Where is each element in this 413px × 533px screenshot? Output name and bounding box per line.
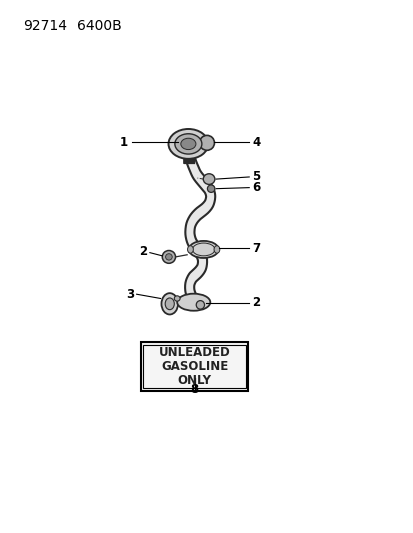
Ellipse shape <box>199 135 214 150</box>
Circle shape <box>165 298 174 310</box>
Text: UNLEADED: UNLEADED <box>158 346 230 359</box>
Ellipse shape <box>162 251 175 263</box>
Text: 7: 7 <box>252 242 260 255</box>
Circle shape <box>161 293 178 314</box>
Bar <box>140 342 248 391</box>
Text: 1: 1 <box>119 136 127 149</box>
Ellipse shape <box>165 254 172 260</box>
Ellipse shape <box>203 174 214 184</box>
Text: 2: 2 <box>252 296 260 309</box>
Text: 5: 5 <box>252 171 260 183</box>
Polygon shape <box>185 151 215 305</box>
Text: 3: 3 <box>126 288 134 301</box>
Ellipse shape <box>180 138 195 150</box>
Ellipse shape <box>207 185 214 192</box>
Text: ONLY: ONLY <box>177 374 211 387</box>
Text: 4: 4 <box>252 136 260 149</box>
Text: 2: 2 <box>138 245 147 258</box>
Ellipse shape <box>188 241 218 258</box>
Ellipse shape <box>174 296 180 301</box>
Ellipse shape <box>177 294 210 311</box>
Ellipse shape <box>196 301 204 309</box>
Bar <box>143 345 245 388</box>
Text: 8: 8 <box>190 383 198 395</box>
Text: 6400B: 6400B <box>76 19 121 33</box>
Circle shape <box>214 246 219 253</box>
Text: 92714: 92714 <box>23 19 66 33</box>
Ellipse shape <box>168 129 208 159</box>
Ellipse shape <box>174 134 202 154</box>
Text: 6: 6 <box>252 181 260 194</box>
Text: GASOLINE: GASOLINE <box>161 360 228 373</box>
Circle shape <box>187 246 193 253</box>
